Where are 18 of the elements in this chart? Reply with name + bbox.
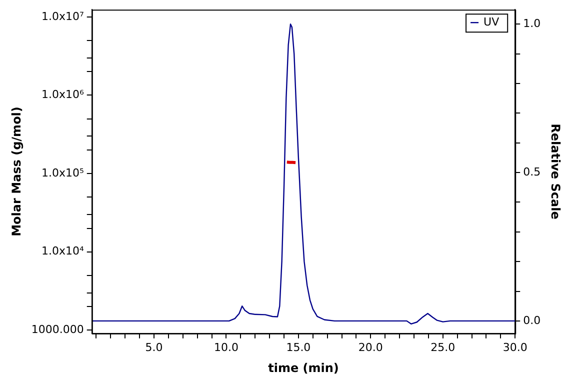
y-axis-title: Molar Mass (g/mol): [9, 106, 24, 236]
y2-axis-title: Relative Scale: [548, 124, 563, 220]
x-tick-label: 25.0: [430, 340, 456, 354]
x-tick-label: 10.0: [214, 340, 238, 354]
y-tick-label: 1.0x10⁶: [41, 88, 84, 102]
y-tick-label: 1.0x10⁵: [41, 166, 84, 180]
x-tick-label: 15.0: [286, 340, 311, 354]
y2-tick-label: 1.0: [523, 17, 541, 30]
y-tick-label: 1.0x10⁷: [41, 10, 84, 23]
y-tick-label: 1000.000: [31, 323, 84, 336]
y2-tick-label: 0.5: [523, 165, 541, 178]
x-tick-label: 30.0: [502, 340, 528, 354]
x-tick-label: 20.0: [358, 340, 383, 354]
x-axis-title: time (min): [268, 360, 339, 375]
x-tick-label: 5.0: [145, 340, 163, 354]
y2-tick-label: 0.0: [523, 314, 541, 327]
legend-label: UV: [484, 15, 500, 28]
y-tick-label: 1.0x10⁴: [41, 244, 84, 258]
